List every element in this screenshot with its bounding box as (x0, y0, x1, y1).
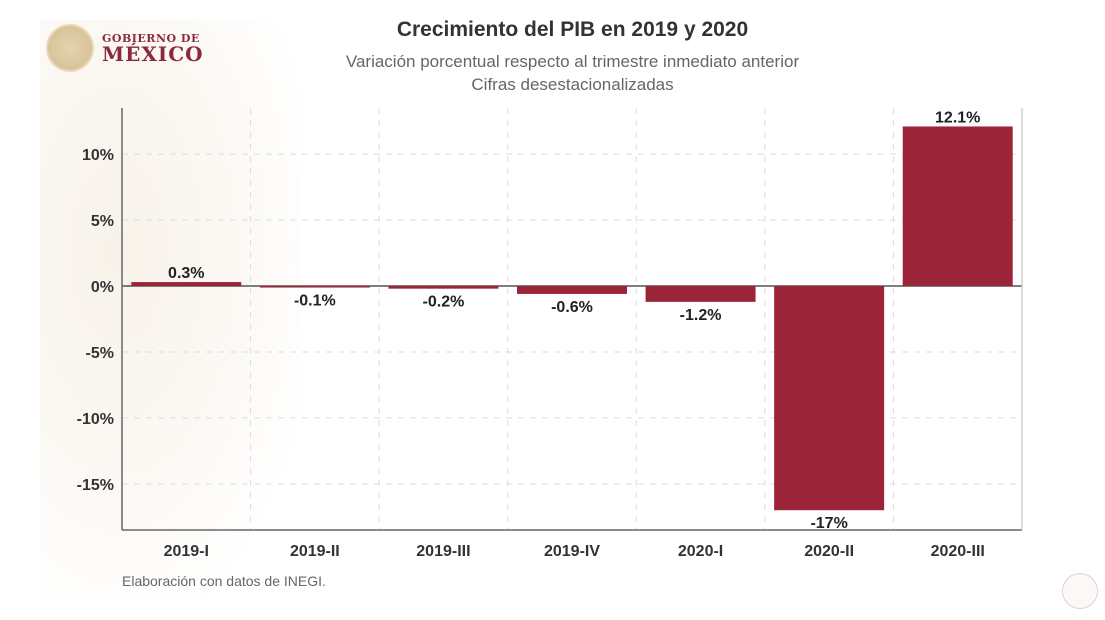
source-note: Elaboración con datos de INEGI. (122, 573, 326, 589)
y-tick-label: -10% (77, 411, 114, 428)
gobierno-mexico-logo: GOBIERNO DE MÉXICO (46, 24, 204, 72)
x-tick-label: 2019-I (164, 543, 209, 560)
y-tick-label: 5% (91, 213, 114, 230)
y-tick-label: -15% (77, 477, 114, 494)
data-label: 0.3% (168, 265, 204, 282)
data-label: -0.2% (423, 294, 465, 311)
x-tick-label: 2019-III (416, 543, 470, 560)
x-tick-label: 2019-II (290, 543, 340, 560)
bar (645, 286, 756, 302)
chart-title: Crecimiento del PIB en 2019 y 2020 (396, 18, 749, 41)
bar (774, 286, 885, 511)
y-tick-label: 0% (91, 279, 114, 296)
y-tick-label: 10% (82, 147, 114, 164)
x-tick-label: 2019-IV (544, 543, 600, 560)
y-tick-label: -5% (86, 345, 114, 362)
bar (902, 126, 1013, 287)
logo-line2: MÉXICO (102, 41, 204, 66)
bar (388, 286, 499, 289)
data-label: -0.1% (294, 292, 336, 309)
data-label: -1.2% (680, 307, 722, 324)
bar (517, 286, 627, 294)
bar (259, 286, 370, 288)
chart-subtitle-2: Cifras desestacionalizadas (471, 75, 674, 94)
chart-subtitle-1: Variación porcentual respecto al trimest… (345, 52, 800, 71)
bar (131, 282, 242, 287)
x-tick-label: 2020-II (804, 543, 854, 560)
x-tick-label: 2020-I (678, 543, 723, 560)
corner-seal-icon (1062, 573, 1098, 609)
x-tick-label: 2020-III (931, 543, 985, 560)
data-label: -17% (810, 515, 847, 532)
data-label: 12.1% (935, 109, 980, 126)
logo-line1: GOBIERNO DE (102, 31, 200, 45)
national-seal-icon (46, 24, 94, 72)
data-label: -0.6% (551, 299, 593, 316)
background-watermark (40, 20, 300, 600)
